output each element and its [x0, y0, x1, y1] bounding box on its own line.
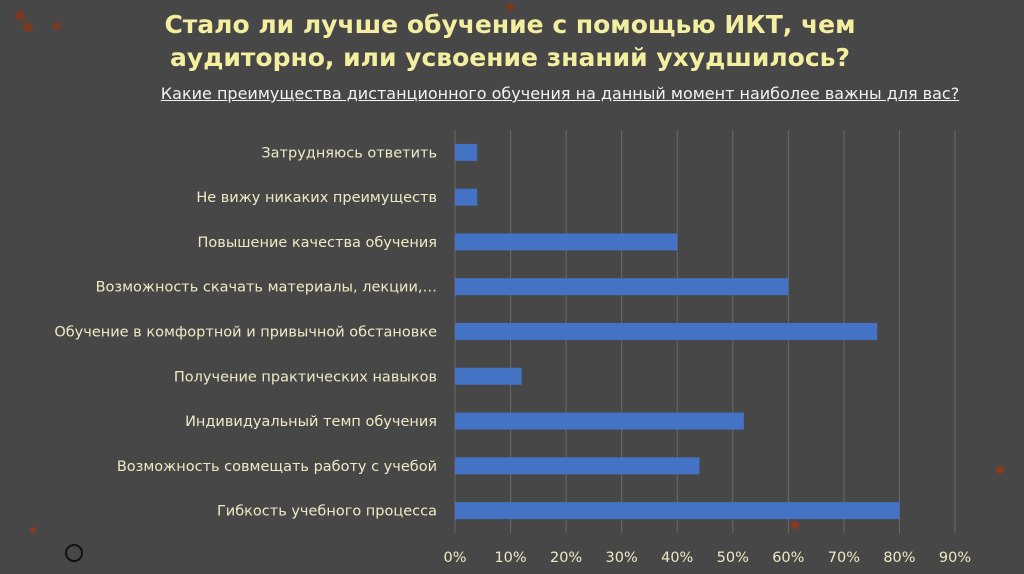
- slide-title: Стало ли лучше обучение с помощью ИКТ, ч…: [164, 10, 856, 72]
- bar: [455, 143, 478, 161]
- decor-dot: [15, 11, 25, 21]
- bar: [455, 233, 678, 251]
- x-tick-label: 90%: [939, 550, 971, 566]
- category-label: Индивидуальный темп обучения: [185, 414, 437, 430]
- decor-dot: [506, 3, 514, 11]
- bar: [455, 367, 522, 385]
- category-label: Повышение качества обучения: [198, 235, 438, 251]
- x-tick-label: 0%: [443, 550, 466, 566]
- category-label: Возможность скачать материалы, лекции,…: [96, 280, 437, 296]
- category-label: Возможность совмещать работу с учебой: [117, 459, 437, 475]
- x-tick-label: 10%: [494, 550, 526, 566]
- x-tick-label: 80%: [883, 550, 915, 566]
- bar: [455, 412, 744, 430]
- decor-dot: [791, 521, 799, 529]
- x-tick-label: 70%: [828, 550, 860, 566]
- decor-dot: [30, 527, 36, 533]
- category-label: Не вижу никаких преимуществ: [196, 190, 437, 206]
- bar: [455, 457, 700, 475]
- decor-ring: [65, 544, 83, 562]
- x-tick-label: 20%: [550, 550, 582, 566]
- bar: [455, 278, 789, 296]
- decor-dot: [996, 466, 1004, 474]
- category-label: Обучение в комфортной и привычной обстан…: [54, 325, 437, 341]
- x-tick-label: 60%: [772, 550, 804, 566]
- chart-title: Какие преимущества дистанционного обучен…: [160, 84, 960, 103]
- bar: [455, 188, 478, 206]
- bar: [455, 323, 878, 340]
- category-label: Гибкость учебного процесса: [217, 504, 437, 520]
- bar: [455, 502, 900, 520]
- category-label: Затрудняюсь ответить: [261, 145, 437, 161]
- x-tick-label: 40%: [661, 550, 693, 566]
- decor-dot: [53, 22, 61, 30]
- decor-dot: [23, 22, 33, 32]
- x-tick-label: 50%: [717, 550, 749, 566]
- category-label: Получение практических навыков: [174, 369, 437, 385]
- x-tick-label: 30%: [606, 550, 638, 566]
- decorations: [15, 3, 1004, 562]
